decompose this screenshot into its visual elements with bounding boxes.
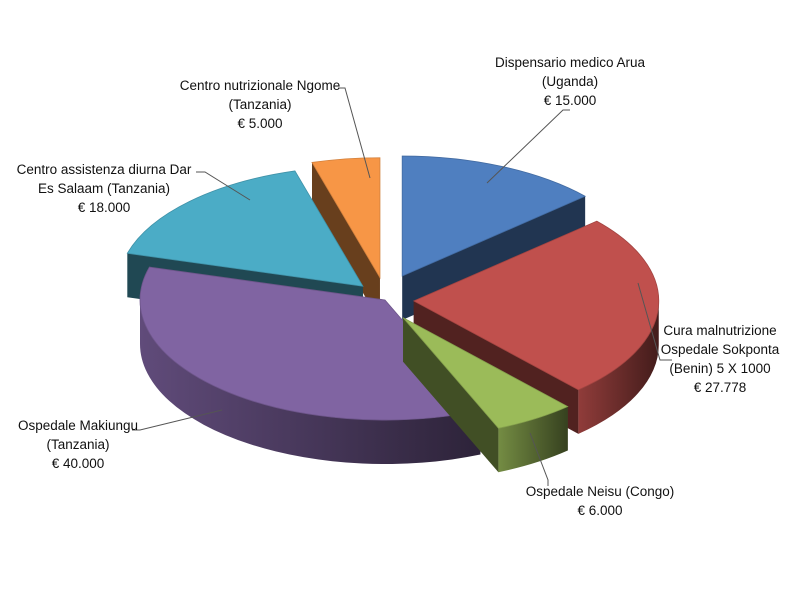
slice-value-label: € 18.000 — [78, 200, 131, 215]
pie-slice — [311, 157, 381, 322]
pie-slice-top — [311, 157, 381, 280]
leader-line — [196, 171, 251, 201]
pie-slice-rim — [578, 300, 659, 434]
pie-slice-wall — [403, 317, 499, 473]
leader-line — [529, 432, 549, 486]
slice-category-label: Cura malnutrizione — [663, 323, 776, 338]
slice-value-label: € 5.000 — [237, 116, 282, 131]
slice-category-label: Ospedale Sokponta — [661, 342, 780, 357]
pie-slice-rim — [498, 406, 568, 473]
pie-slice-top — [139, 266, 482, 421]
pie-slice-top — [412, 220, 660, 391]
slice-value-label: € 27.778 — [694, 380, 747, 395]
pie-slice-top — [402, 317, 569, 429]
slice-value-label: € 6.000 — [577, 503, 622, 518]
slice-category-label: (Tanzania) — [46, 437, 109, 452]
slice-value-label: € 15.000 — [544, 93, 597, 108]
slice-category-label: (Uganda) — [542, 74, 598, 89]
slice-category-label: Dispensario medico Arua — [495, 55, 646, 70]
leader-line — [486, 109, 570, 184]
pie-slices — [126, 155, 660, 473]
slice-value-label: € 40.000 — [52, 456, 105, 471]
leader-lines — [132, 87, 672, 486]
data-labels: Dispensario medico Arua (Uganda) € 15.000 C… — [17, 55, 780, 518]
pie-slice — [402, 317, 569, 473]
leader-line — [132, 409, 223, 431]
slice-category-label: (Benin) 5 X 1000 — [669, 361, 770, 376]
slice-category-label: Centro nutrizionale Ngome — [180, 78, 341, 93]
slice-category-label: Ospedale Makiungu — [18, 418, 138, 433]
pie-slice-wall — [312, 162, 380, 322]
slice-category-label: Centro assistenza diurna Dar — [17, 162, 192, 177]
pie-slice-rim — [139, 300, 481, 464]
slice-category-label: (Tanzania) — [228, 97, 291, 112]
leader-line — [338, 87, 371, 179]
slice-category-label: Es Salaam (Tanzania) — [38, 181, 170, 196]
pie-slice-top — [401, 155, 587, 277]
leader-line — [637, 282, 672, 361]
pie-slice-top — [126, 170, 364, 287]
slice-category-label: Ospedale Neisu (Congo) — [526, 484, 675, 499]
